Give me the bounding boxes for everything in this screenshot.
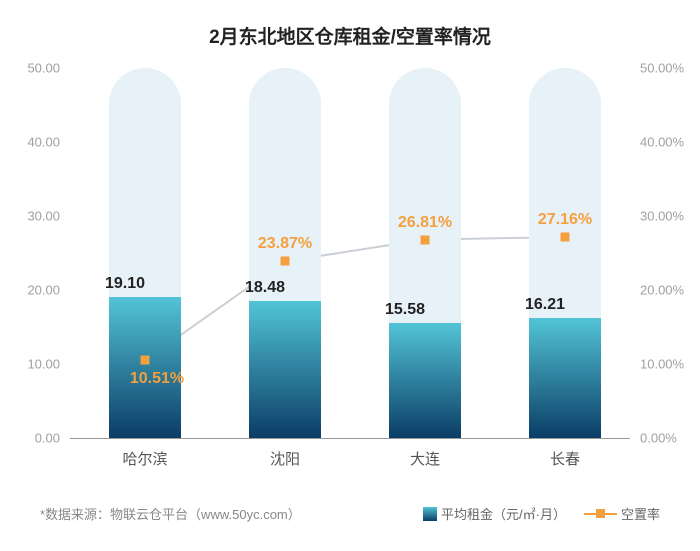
legend-bar-swatch bbox=[423, 507, 437, 521]
rent-value-label: 18.48 bbox=[205, 279, 325, 297]
y-left-tick: 30.00 bbox=[10, 209, 60, 224]
rent-value-label: 19.10 bbox=[65, 275, 185, 293]
chart-footer: *数据来源：物联云仓平台（www.50yc.com） 平均租金（元/㎡·月） 空… bbox=[40, 504, 660, 523]
vacancy-value-label: 23.87% bbox=[225, 235, 345, 253]
legend-bar: 平均租金（元/㎡·月） bbox=[423, 504, 566, 523]
y-left-tick: 10.00 bbox=[10, 357, 60, 372]
x-category-label: 长春 bbox=[505, 448, 625, 469]
vacancy-marker bbox=[421, 235, 430, 244]
y-left-tick: 0.00 bbox=[10, 431, 60, 446]
y-right-tick: 50.00% bbox=[640, 61, 700, 76]
y-right-tick: 10.00% bbox=[640, 357, 700, 372]
chart-title: 2月东北地区仓库租金/空置率情况 bbox=[0, 0, 700, 49]
chart-container: 2月东北地区仓库租金/空置率情况 0.0010.0020.0030.0040.0… bbox=[0, 0, 700, 551]
y-right-tick: 30.00% bbox=[640, 209, 700, 224]
vacancy-value-label: 26.81% bbox=[365, 214, 485, 232]
x-category-label: 哈尔滨 bbox=[85, 448, 205, 469]
chart-area: 0.0010.0020.0030.0040.0050.000.00%10.00%… bbox=[70, 68, 630, 468]
legend-line-label: 空置率 bbox=[621, 504, 660, 523]
x-axis-baseline bbox=[70, 438, 630, 439]
vacancy-value-label: 10.51% bbox=[97, 370, 217, 388]
plot-region: 0.0010.0020.0030.0040.0050.000.00%10.00%… bbox=[70, 68, 630, 438]
legend-bar-label: 平均租金（元/㎡·月） bbox=[441, 504, 566, 523]
x-category-label: 沈阳 bbox=[225, 448, 345, 469]
rent-value-label: 15.58 bbox=[345, 301, 465, 319]
rent-value-label: 16.21 bbox=[485, 296, 605, 314]
y-left-tick: 50.00 bbox=[10, 61, 60, 76]
y-left-tick: 20.00 bbox=[10, 283, 60, 298]
y-right-tick: 0.00% bbox=[640, 431, 700, 446]
vacancy-marker bbox=[141, 356, 150, 365]
y-right-tick: 20.00% bbox=[640, 283, 700, 298]
x-category-label: 大连 bbox=[365, 448, 485, 469]
vacancy-marker bbox=[281, 257, 290, 266]
y-right-tick: 40.00% bbox=[640, 135, 700, 150]
legend-line-swatch bbox=[584, 509, 617, 518]
legend-line: 空置率 bbox=[584, 504, 660, 523]
data-source: *数据来源：物联云仓平台（www.50yc.com） bbox=[40, 504, 301, 523]
vacancy-value-label: 27.16% bbox=[505, 211, 625, 229]
y-left-tick: 40.00 bbox=[10, 135, 60, 150]
vacancy-marker bbox=[561, 233, 570, 242]
